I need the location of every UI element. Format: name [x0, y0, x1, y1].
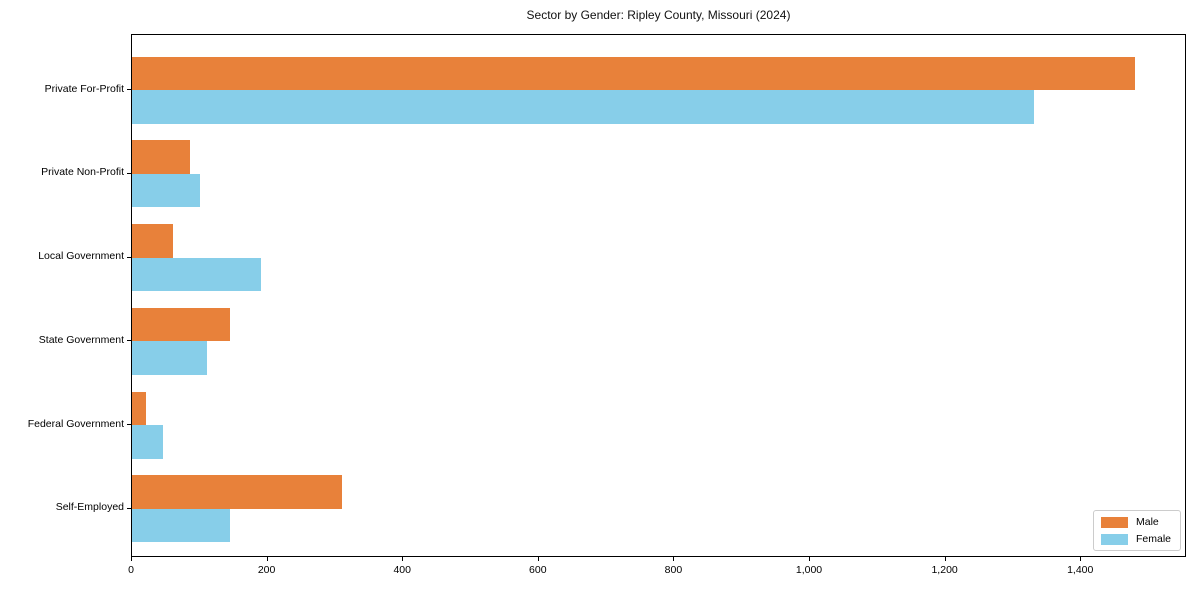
bar-female-3 — [132, 341, 207, 375]
bar-female-0 — [132, 90, 1034, 124]
x-tick-label: 0 — [128, 564, 134, 576]
x-tick-label: 1,400 — [1067, 564, 1094, 576]
y-tick-mark — [127, 256, 131, 258]
bar-male-2 — [132, 224, 173, 258]
y-tick-label: Private Non-Profit — [41, 166, 124, 179]
bar-female-5 — [132, 508, 231, 543]
legend-label: Female — [1135, 533, 1171, 545]
legend-entry-female: Female — [1100, 533, 1171, 545]
x-tick-label: 200 — [257, 564, 276, 576]
y-tick-label: State Government — [38, 333, 124, 346]
x-tick-label: 1,000 — [795, 564, 823, 576]
y-tick-mark — [127, 340, 131, 342]
bar-male-4 — [132, 391, 146, 425]
y-tick-label: Private For-Profit — [44, 82, 124, 95]
plot-area: Male Female — [131, 34, 1186, 557]
x-tick-mark — [673, 557, 675, 561]
x-tick-label: 1,200 — [931, 564, 958, 576]
legend-entry-male: Male — [1100, 516, 1171, 528]
legend-label: Male — [1135, 516, 1159, 528]
y-tick-label: Federal Government — [27, 417, 124, 430]
y-tick-mark — [127, 424, 131, 425]
x-tick-mark — [1080, 557, 1082, 561]
x-tick-mark — [131, 557, 132, 561]
y-tick-label: Local Government — [38, 250, 124, 262]
bar-female-4 — [132, 425, 163, 459]
y-tick-mark — [127, 172, 131, 174]
x-tick-mark — [809, 557, 811, 561]
x-tick-label: 400 — [393, 564, 411, 576]
y-tick-mark — [127, 89, 131, 90]
legend-swatch-female — [1100, 533, 1128, 545]
legend: Male Female — [1092, 510, 1181, 551]
bar-female-1 — [132, 173, 200, 208]
y-tick-mark — [127, 507, 131, 509]
x-tick-mark — [537, 557, 539, 561]
legend-swatch-male — [1100, 516, 1128, 528]
bar-female-2 — [132, 257, 261, 291]
y-tick-label: Self-Employed — [55, 501, 124, 514]
x-tick-label: 800 — [664, 564, 683, 576]
bar-male-1 — [132, 140, 190, 174]
bar-male-5 — [132, 475, 343, 509]
x-tick-mark — [266, 557, 268, 561]
x-tick-label: 600 — [529, 564, 547, 576]
bar-male-3 — [132, 307, 231, 342]
x-tick-mark — [944, 557, 946, 561]
chart-title: Sector by Gender: Ripley County, Missour… — [526, 8, 791, 22]
x-tick-mark — [402, 557, 404, 561]
bar-male-0 — [132, 56, 1136, 90]
